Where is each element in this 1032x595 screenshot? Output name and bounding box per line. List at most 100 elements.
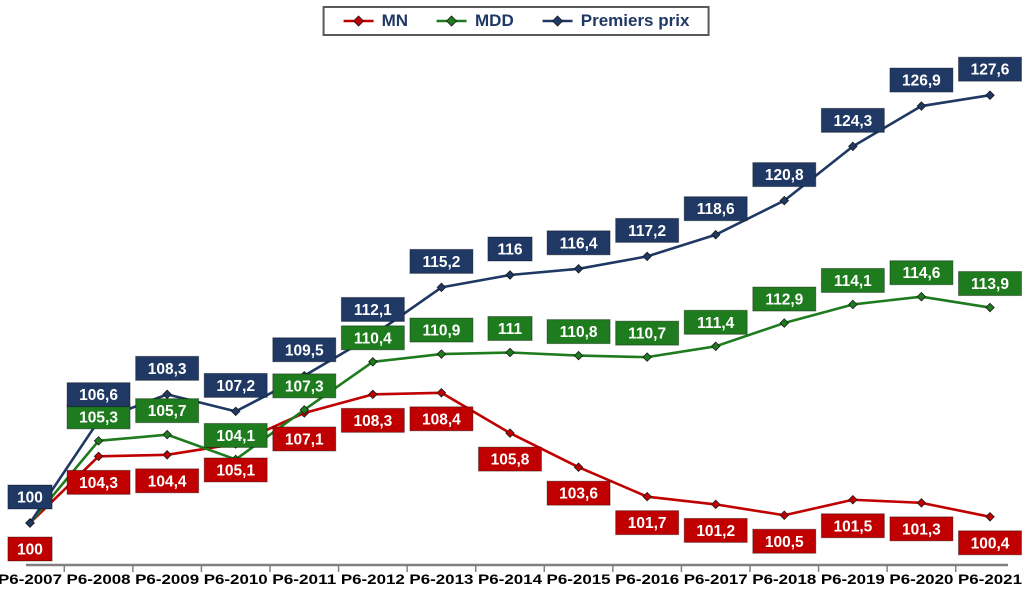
data-label-value: 107,2	[216, 378, 255, 395]
data-point-marker-icon	[299, 405, 310, 415]
data-label-box	[7, 536, 53, 562]
data-point-marker-icon	[368, 389, 378, 400]
x-axis-label: P6-2008	[67, 571, 131, 587]
data-label-value: 101,5	[833, 518, 872, 535]
data-point-marker-icon	[573, 350, 584, 361]
data-label-box	[203, 457, 268, 483]
data-label-value: 109,5	[285, 342, 324, 359]
data-point-marker-icon	[505, 270, 515, 280]
data-point-marker-icon	[642, 251, 652, 262]
x-axis-label: P6-2016	[615, 571, 679, 587]
data-label-box	[487, 316, 533, 341]
data-point-marker-icon	[573, 462, 584, 472]
data-label-box	[752, 162, 817, 188]
data-label-value: 103,6	[559, 486, 598, 503]
data-label-value: 106,6	[79, 387, 118, 404]
data-label-value: 105,8	[491, 452, 530, 469]
data-point-marker-icon	[779, 510, 790, 521]
data-point-marker-icon	[230, 406, 241, 417]
data-label-value: 117,2	[628, 223, 666, 240]
data-point-marker-icon	[985, 302, 995, 313]
data-label-value: 111	[498, 321, 523, 338]
data-point-marker-icon	[436, 349, 447, 359]
data-label-value: 100,4	[971, 535, 1010, 552]
data-label-box	[66, 382, 131, 408]
data-label-box	[203, 422, 268, 448]
data-label-value: 110,4	[354, 330, 392, 347]
data-label-box	[409, 317, 474, 343]
data-label-value: 118,6	[697, 201, 735, 218]
data-label-value: 111,4	[697, 315, 734, 332]
data-label-value: 113,9	[971, 276, 1009, 293]
data-label-box	[272, 373, 337, 399]
data-point-marker-icon	[985, 90, 995, 100]
data-label-value: 104,3	[79, 475, 118, 492]
data-label-box	[340, 325, 405, 351]
data-label-box	[615, 217, 680, 243]
x-axis-label: P6-2021	[958, 571, 1022, 587]
data-point-marker-icon	[985, 512, 995, 522]
data-point-marker-icon	[573, 264, 584, 274]
legend-label-premiers-prix: Premiers prix	[580, 11, 690, 30]
legend-label-mn: MN	[381, 11, 409, 30]
data-label-value: 105,3	[79, 409, 118, 426]
data-point-marker-icon	[93, 451, 104, 462]
data-point-marker-icon	[505, 428, 515, 438]
data-label-box	[135, 468, 200, 494]
legend: MN MDD Premiers prix	[322, 6, 710, 36]
data-point-marker-icon	[505, 347, 515, 358]
data-label-value: 104,1	[216, 428, 255, 445]
data-label-value: 112,9	[765, 292, 803, 309]
data-label-value: 100	[17, 490, 43, 507]
data-label-value: 101,7	[628, 515, 667, 532]
x-axis-label: P6-2020	[889, 571, 953, 587]
data-label-box	[340, 407, 405, 433]
data-label-box	[203, 372, 268, 398]
data-point-marker-icon	[779, 195, 790, 206]
x-axis-label: P6-2015	[547, 571, 611, 587]
data-point-marker-icon	[848, 494, 858, 505]
data-label-value: 108,4	[422, 411, 461, 428]
data-label-box	[820, 267, 885, 293]
legend-label-mdd: MDD	[475, 11, 514, 30]
data-label-value: 120,8	[765, 167, 804, 184]
data-label-value: 116	[497, 242, 522, 259]
premiers-prix-series-marker-icon	[542, 15, 573, 27]
data-point-marker-icon	[848, 299, 858, 310]
data-label-box	[958, 530, 1022, 556]
data-label-box	[409, 248, 474, 274]
data-label-value: 107,1	[285, 431, 324, 448]
data-label-value: 101,2	[696, 523, 735, 540]
data-label-box	[889, 260, 954, 286]
data-label-box	[478, 446, 542, 472]
data-label-box	[340, 296, 405, 322]
data-point-marker-icon	[916, 498, 927, 508]
x-axis-label: P6-2019	[821, 571, 885, 587]
data-label-box	[66, 404, 131, 430]
data-label-box	[820, 107, 885, 133]
legend-item-mn: MN	[343, 11, 408, 31]
data-label-value: 107,3	[285, 378, 324, 395]
mdd-series-marker-icon	[437, 15, 468, 27]
data-label-box	[135, 398, 200, 424]
data-point-marker-icon	[710, 499, 721, 510]
data-label-box	[752, 528, 817, 554]
x-axis-label: P6-2009	[135, 571, 199, 587]
data-point-marker-icon	[642, 352, 652, 362]
legend-item-premiers-prix: Premiers prix	[542, 11, 690, 31]
x-axis-label: P6-2007	[0, 571, 62, 587]
data-label-box	[615, 510, 680, 536]
mn-series-marker-icon	[343, 15, 374, 27]
data-point-marker-icon	[162, 450, 172, 460]
data-point-marker-icon	[25, 518, 35, 528]
x-axis-label: P6-2018	[752, 571, 816, 587]
data-label-value: 100	[17, 542, 43, 559]
data-label-box	[683, 309, 748, 335]
data-label-box	[546, 319, 611, 345]
data-point-marker-icon	[368, 357, 378, 367]
data-point-marker-icon	[162, 389, 172, 400]
data-label-box	[66, 469, 131, 495]
data-label-value: 100,5	[765, 534, 804, 551]
data-label-box	[958, 56, 1022, 82]
